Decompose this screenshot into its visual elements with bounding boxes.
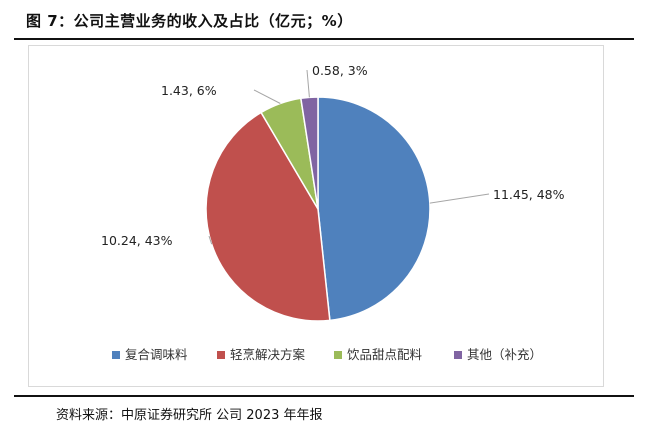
- pie-slices: [205, 96, 431, 322]
- legend-swatch-2: [334, 351, 342, 359]
- legend-swatch-0: [112, 351, 120, 359]
- page-title: 图 7：公司主营业务的收入及占比（亿元；%）: [26, 12, 353, 30]
- chart-frame: 11.45, 48% 10.24, 43% 1.43, 6% 0.58, 3% 复合调…: [28, 45, 604, 387]
- source-label: 资料来源：: [56, 408, 122, 423]
- data-labels: 11.45, 48% 10.24, 43% 1.43, 6% 0.58, 3%: [101, 63, 565, 248]
- leader-line-1: [208, 235, 213, 245]
- leader-line-3: [306, 69, 310, 98]
- legend-label-1: 轻烹解决方案: [230, 347, 306, 362]
- pie-slice-0: [317, 96, 431, 322]
- leader-lines: [208, 69, 490, 245]
- leader-line-2: [253, 89, 281, 104]
- data-label-2: 1.43, 6%: [161, 83, 217, 98]
- legend-label-3: 其他（补充）: [467, 347, 542, 362]
- data-label-3: 0.58, 3%: [312, 63, 368, 78]
- bottom-divider: [14, 395, 634, 397]
- pie-slice-3: [299, 96, 319, 210]
- legend-label-2: 饮品甜点配料: [347, 347, 423, 362]
- pie-chart: 11.45, 48% 10.24, 43% 1.43, 6% 0.58, 3% 复合调…: [101, 63, 565, 362]
- data-label-0: 11.45, 48%: [493, 187, 565, 202]
- chart-legend: 复合调味料 轻烹解决方案 饮品甜点配料 其他（补充）: [112, 347, 542, 362]
- legend-label-0: 复合调味料: [125, 347, 188, 362]
- source-note: 资料来源：中原证券研究所 公司 2023 年年报: [56, 404, 323, 423]
- leader-line-0: [429, 193, 490, 204]
- top-divider: [14, 38, 634, 40]
- legend-swatch-1: [217, 351, 225, 359]
- source-text: 中原证券研究所 公司 2023 年年报: [121, 408, 323, 423]
- legend-swatch-3: [454, 351, 462, 359]
- data-label-1: 10.24, 43%: [101, 233, 173, 248]
